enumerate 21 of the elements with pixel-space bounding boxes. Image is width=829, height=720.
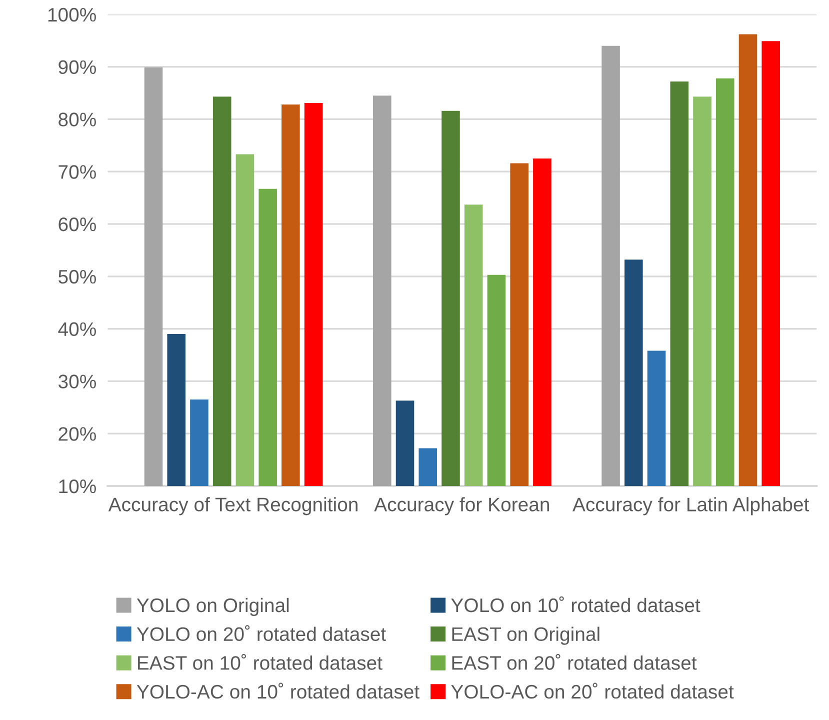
legend-label: YOLO-AC on 20˚ rotated dataset	[451, 682, 734, 699]
x-tick-label: Accuracy for Latin Alphabet	[572, 497, 810, 516]
legend-label: EAST on 10˚ rotated dataset	[138, 654, 382, 670]
legend-label: EAST on Original	[452, 626, 600, 645]
legend-label: YOLO-AC on 10˚ rotated dataset	[136, 682, 420, 699]
y-tick-label: 90%	[58, 60, 96, 74]
y-tick-label: 20%	[58, 427, 96, 441]
x-tick-label: Accuracy for Korean	[374, 497, 549, 516]
legend-label: EAST on 20˚ rotated dataset	[452, 654, 697, 670]
y-tick-label: 60%	[58, 217, 96, 232]
y-tick-label: 30%	[58, 374, 96, 388]
x-tick-label: Accuracy of Text Recognition	[108, 497, 358, 516]
y-tick-label: 100%	[48, 8, 96, 22]
y-tick-label: 40%	[58, 322, 96, 336]
legend-label: YOLO on 10˚ rotated dataset	[451, 596, 700, 612]
y-tick-label: 80%	[58, 112, 96, 126]
legend-label: YOLO on 20˚ rotated dataset	[136, 625, 386, 642]
legend-label: YOLO on Original	[136, 598, 289, 616]
y-tick-label: 50%	[58, 270, 96, 284]
y-tick-label: 70%	[58, 165, 96, 179]
y-tick-label: 10%	[59, 479, 96, 494]
